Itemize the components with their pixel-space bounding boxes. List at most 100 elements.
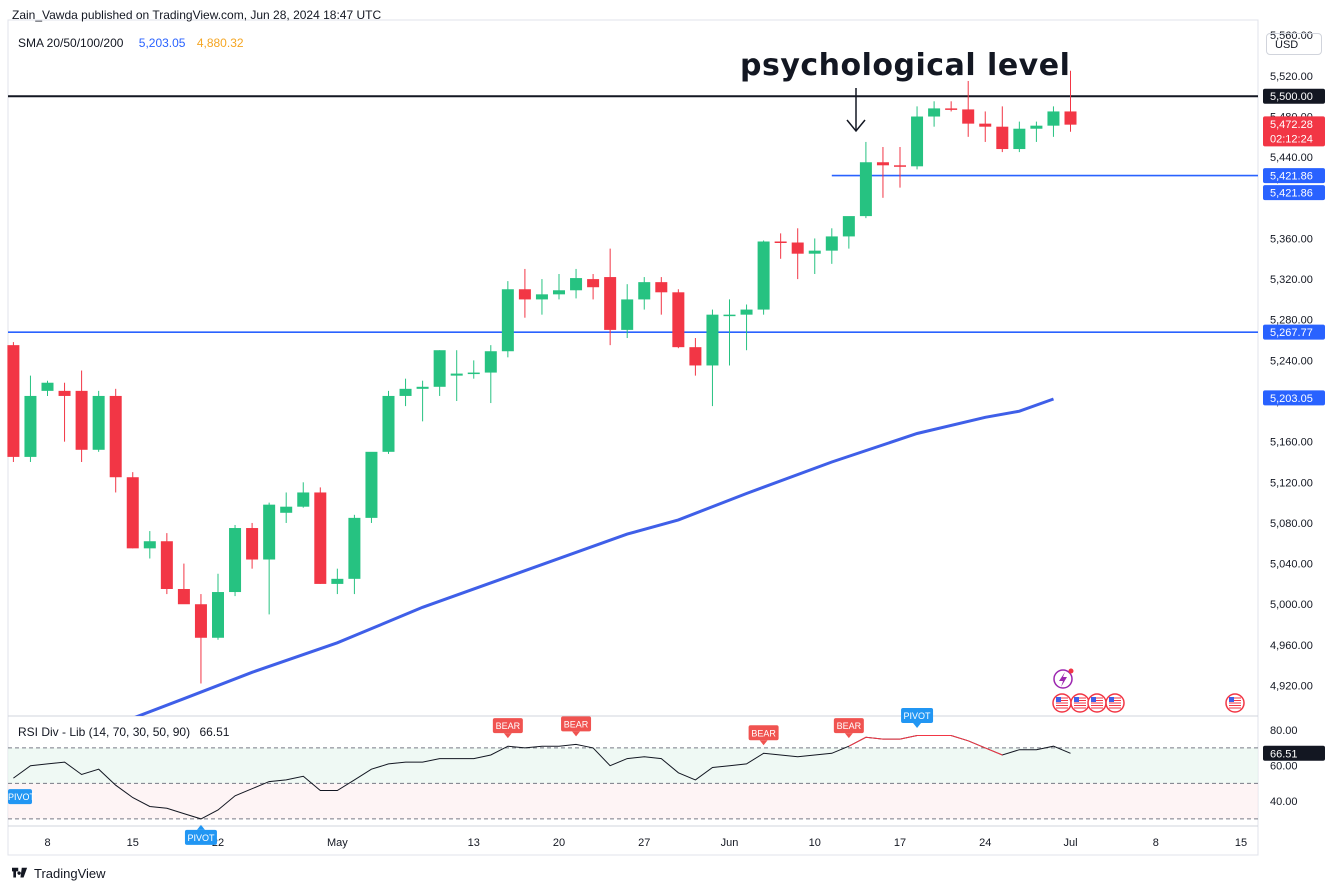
candle <box>331 568 344 595</box>
rsi-value-tag-bg <box>1263 745 1325 761</box>
candle <box>126 472 139 549</box>
price-tag-bg <box>1263 390 1325 406</box>
currency-button[interactable]: USD <box>1266 33 1322 55</box>
time-axis-labels: 8 15 22 May 13 20 27 Jun 10 17 24 Jul 8 15 <box>44 837 1247 849</box>
candle <box>706 309 719 407</box>
price-tick-label: 4,920.00 <box>1270 681 1313 693</box>
signal-label: BEAR <box>496 721 521 731</box>
time-tick-label: 17 <box>894 837 906 849</box>
us-flag-event-icon <box>1225 693 1245 713</box>
candle <box>518 268 531 318</box>
footer-brand[interactable]: TradingView <box>12 866 106 881</box>
candle-body <box>143 541 156 549</box>
candle <box>689 338 702 376</box>
candle <box>638 277 651 310</box>
candle <box>467 360 480 379</box>
event-icons <box>1052 668 1245 713</box>
signal-label: PIVOT <box>187 833 215 843</box>
price-tag-label: 5,500.00 <box>1270 91 1313 103</box>
sma-polyline <box>134 397 1055 716</box>
candle-body <box>246 528 259 560</box>
candle-body <box>229 528 242 593</box>
candle <box>484 345 497 404</box>
candle <box>842 216 855 249</box>
horizontal-lines <box>8 95 1258 333</box>
candle-body <box>194 604 207 638</box>
rsi-signal-pivot-bottom: PIVOT <box>184 824 217 845</box>
signal-box <box>8 789 32 805</box>
candle-body <box>297 492 310 507</box>
candle-body <box>621 299 634 330</box>
candle-body <box>1013 128 1026 150</box>
price-tag: 5,472.28 02:12:24 <box>1263 116 1325 147</box>
sma-legend[interactable]: SMA 20/50/100/200 5,203.05 4,880.32 <box>18 36 244 50</box>
candle <box>109 388 122 493</box>
candle-body <box>894 165 906 167</box>
price-tag-label: 5,421.86 <box>1270 188 1313 200</box>
candle-body <box>655 282 668 293</box>
sma-label: SMA 20/50/100/200 <box>18 36 124 50</box>
candle <box>365 451 378 523</box>
time-tick-label: Jun <box>721 837 739 849</box>
price-tick-label: 5,120.00 <box>1270 477 1313 489</box>
candle-body <box>58 390 71 396</box>
price-tick-label: 4,960.00 <box>1270 640 1313 652</box>
price-tag-bg <box>1263 185 1325 201</box>
candle <box>1030 121 1043 142</box>
candle-body <box>825 236 838 251</box>
rsi-tick-label: 40.00 <box>1270 796 1298 808</box>
candle-body <box>41 382 54 391</box>
candle <box>962 80 975 137</box>
candle-body <box>467 372 480 375</box>
signal-box <box>901 708 934 723</box>
candle-body <box>876 162 889 166</box>
candle-body <box>109 395 122 478</box>
rsi-signal-bear: BEAR <box>492 718 523 739</box>
candle-body <box>859 162 872 217</box>
candle <box>501 281 514 358</box>
candle-body <box>314 492 327 584</box>
price-tags: 5,500.005,472.2802:12:245,421.865,421.86… <box>1263 88 1325 406</box>
candle <box>24 375 37 462</box>
signal-pointer <box>913 723 922 728</box>
annotation-arrow <box>846 88 866 133</box>
candle-body <box>638 282 651 300</box>
candle-body <box>399 388 412 396</box>
candle <box>143 531 156 559</box>
signal-label: BEAR <box>751 728 776 738</box>
candle-body <box>382 395 395 452</box>
us-flag-event-icon <box>1087 693 1107 713</box>
price-tag-bg <box>1263 324 1325 340</box>
us-flag-event-icon <box>1105 693 1125 713</box>
price-tag-bg <box>1263 88 1325 104</box>
footer-brand-text: TradingView <box>34 866 106 881</box>
price-tag-bg <box>1263 168 1325 184</box>
candle <box>996 106 1009 153</box>
candle <box>194 594 207 684</box>
candle-body <box>280 506 293 513</box>
rsi-upper-band <box>8 747 1258 784</box>
price-tick-label: 5,280.00 <box>1270 315 1313 327</box>
price-tick-label: 5,240.00 <box>1270 355 1313 367</box>
candle-body <box>212 592 224 638</box>
candle <box>41 380 54 396</box>
candle-body <box>518 289 531 300</box>
rsi-tick-label: 60.00 <box>1270 761 1298 773</box>
candle-body <box>911 116 924 167</box>
price-tick-label: 5,320.00 <box>1270 274 1313 286</box>
candle-body <box>416 386 429 389</box>
price-tick-label: 5,440.00 <box>1270 152 1313 164</box>
candle <box>757 240 770 315</box>
rsi-legend[interactable]: RSI Div - Lib (14, 70, 30, 50, 90) 66.51 <box>18 725 229 739</box>
price-axis-ticks: 4,920.00 4,960.00 5,000.00 5,040.00 5,080.00… <box>1270 30 1313 808</box>
candle-body <box>842 216 855 237</box>
rsi-divergence-segment <box>848 735 1003 756</box>
candle <box>1013 121 1026 153</box>
candle <box>825 228 838 264</box>
rsi-label: RSI Div - Lib (14, 70, 30, 50, 90) <box>18 725 191 739</box>
candle <box>280 492 293 523</box>
candle-body <box>570 278 583 291</box>
candle-body <box>791 242 804 254</box>
